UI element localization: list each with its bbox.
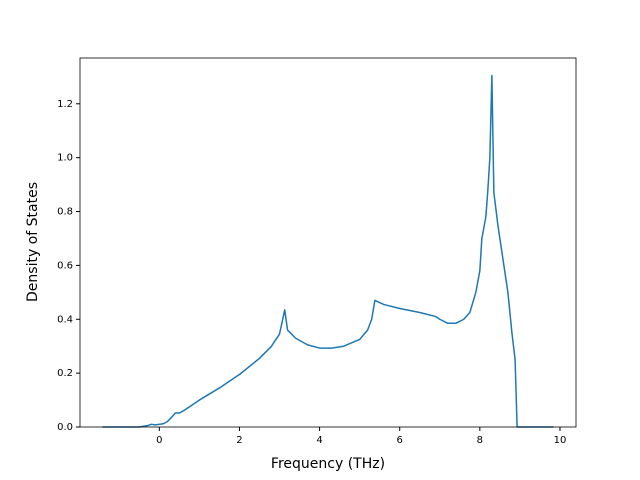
y-tick-label: 0.2	[57, 368, 73, 379]
x-tick-label: 0	[156, 435, 162, 446]
x-tick-label: 8	[477, 435, 483, 446]
x-axis-label: Frequency (THz)	[271, 456, 385, 472]
y-axis-label: Density of States	[25, 182, 41, 302]
plot-frame	[79, 57, 577, 428]
y-tick-label: 1.0	[57, 153, 73, 164]
x-tick-label: 2	[236, 435, 242, 446]
y-tick-label: 1.2	[57, 99, 73, 110]
y-tick-label: 0.6	[57, 260, 73, 271]
y-tick-label: 0.8	[57, 207, 73, 218]
x-tick-label: 4	[316, 435, 322, 446]
data-line	[102, 74, 554, 428]
y-tick-label: 0.4	[57, 314, 73, 325]
x-tick-label: 6	[397, 435, 403, 446]
y-tick-label: 0.0	[57, 422, 73, 433]
x-tick-label: 10	[554, 435, 567, 446]
